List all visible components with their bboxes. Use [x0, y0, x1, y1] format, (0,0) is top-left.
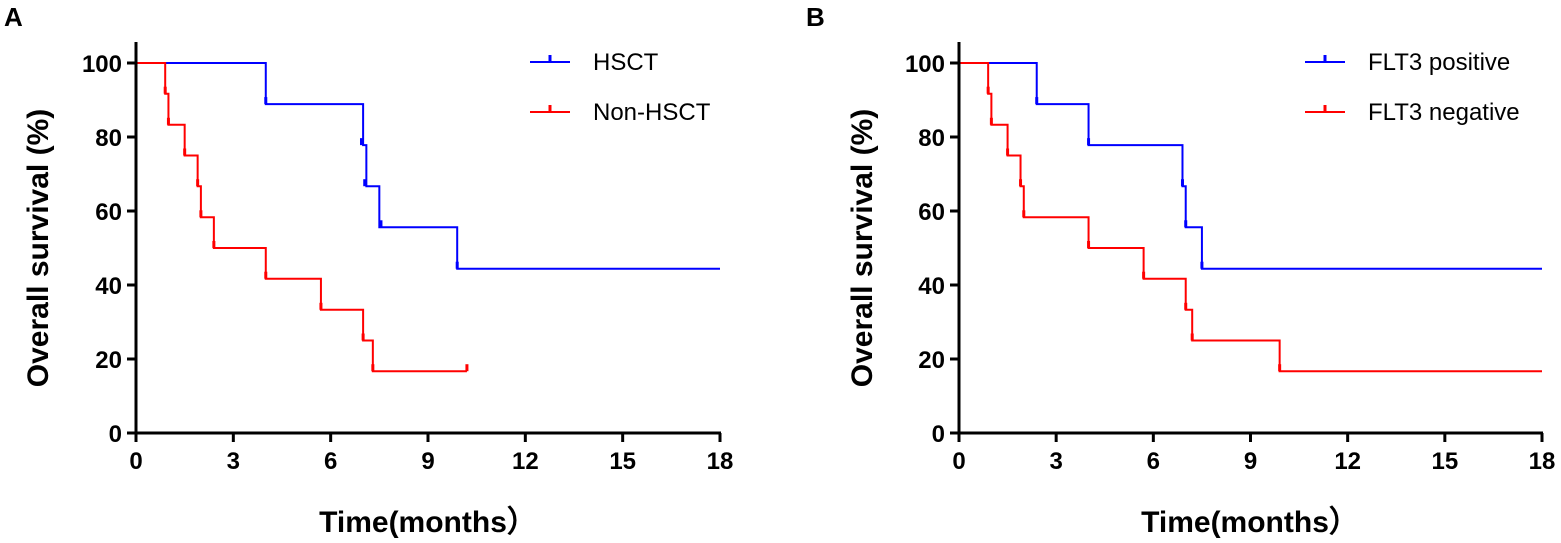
x-tick-label-b: 0 — [952, 448, 965, 475]
x-tick-label-a: 0 — [129, 448, 142, 475]
x-tick-label-a: 6 — [324, 448, 337, 475]
x-tick-label-a: 15 — [609, 448, 636, 475]
y-axis-title-a: Overall survival (%) — [22, 109, 55, 387]
panel-a: A Overall survival (%) Time(months） 0 3 6 9… — [4, 2, 733, 539]
x-axis-title-a: Time(months） — [319, 505, 537, 539]
ticks-a: 0 3 6 9 12 15 18 0 20 40 60 80 100 — [82, 51, 733, 475]
y-tick-label-a: 40 — [95, 273, 122, 300]
x-tick-label-a: 3 — [227, 448, 240, 475]
x-tick-label-a: 18 — [707, 448, 734, 475]
y-tick-label-a: 0 — [109, 421, 122, 448]
x-tick-label-a: 12 — [512, 448, 539, 475]
x-tick-label-b: 6 — [1147, 448, 1160, 475]
x-tick-label-b: 3 — [1049, 448, 1062, 475]
series-line-flt3-positive — [959, 62, 1542, 270]
legend-item-non-hsct: Non-HSCT — [530, 99, 711, 126]
y-tick-label-a: 80 — [95, 125, 122, 152]
x-tick-label-b: 9 — [1244, 448, 1257, 475]
legend-label-non-hsct: Non-HSCT — [593, 99, 711, 126]
legend-item-flt3-positive: FLT3 positive — [1305, 49, 1510, 76]
x-tick-label-b: 18 — [1529, 448, 1556, 475]
y-tick-label-b: 0 — [932, 421, 945, 448]
panel-b: B Overall survival (%) Time(months） 0 3 6 9… — [806, 2, 1555, 539]
axes-a — [134, 42, 721, 435]
legend-label-flt3-negative: FLT3 negative — [1368, 99, 1520, 126]
ticks-b: 0 3 6 9 12 15 18 0 20 40 60 80 100 — [905, 51, 1555, 475]
y-axis-title-b: Overall survival (%) — [846, 109, 879, 387]
x-tick-label-a: 9 — [421, 448, 434, 475]
legend-b: FLT3 positive FLT3 negative — [1305, 49, 1520, 126]
legend-label-hsct: HSCT — [593, 49, 659, 76]
legend-label-flt3-positive: FLT3 positive — [1368, 49, 1510, 76]
x-tick-label-b: 12 — [1334, 448, 1361, 475]
legend-item-hsct: HSCT — [530, 49, 659, 76]
series-line-non-hsct — [136, 62, 467, 373]
y-tick-label-a: 100 — [82, 51, 122, 78]
series-line-hsct — [136, 62, 720, 270]
series-line-flt3-negative — [959, 62, 1542, 373]
series-layer-b — [959, 62, 1542, 373]
y-tick-label-b: 40 — [918, 273, 945, 300]
legend-a: HSCT Non-HSCT — [530, 49, 711, 126]
legend-item-flt3-negative: FLT3 negative — [1305, 99, 1520, 126]
y-tick-label-b: 100 — [905, 51, 945, 78]
panel-label-a: A — [4, 2, 23, 32]
y-tick-label-b: 60 — [918, 199, 945, 226]
y-tick-label-a: 60 — [95, 199, 122, 226]
panel-label-b: B — [806, 2, 825, 32]
x-tick-label-b: 15 — [1431, 448, 1458, 475]
y-tick-label-b: 20 — [918, 347, 945, 374]
y-tick-label-a: 20 — [95, 347, 122, 374]
y-tick-label-b: 80 — [918, 125, 945, 152]
axes-b — [957, 42, 1543, 435]
x-axis-title-b: Time(months） — [1141, 505, 1359, 539]
series-layer-a — [136, 62, 720, 373]
